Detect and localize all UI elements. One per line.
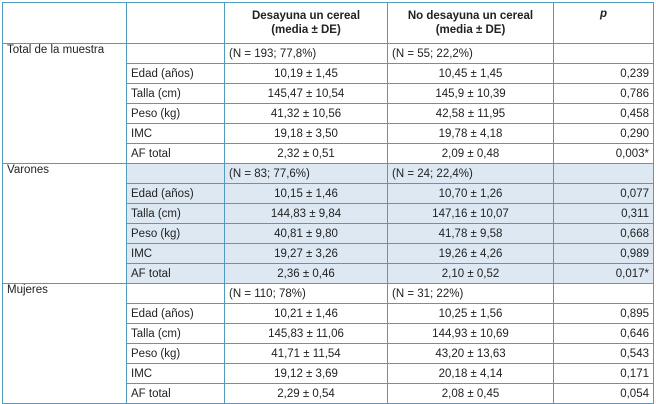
group-n-row: Total de la muestra (N = 193; 77,8%) (N … (2, 43, 654, 164)
header-row: Desayuna un cereal (media ± DE) No desay… (2, 2, 654, 44)
variable-name: AF total (126, 143, 225, 164)
blank-cell (553, 163, 654, 184)
value-eats-cereal: 10,21 ± 1,46 (224, 303, 388, 324)
value-eats-cereal: 19,27 ± 3,26 (224, 243, 388, 264)
n-eats-cereal: (N = 110; 78%) (224, 283, 388, 304)
value-eats-cereal: 41,32 ± 10,56 (224, 103, 388, 124)
p-value: 0,543 (553, 343, 654, 364)
group-label: Mujeres (2, 283, 127, 404)
value-no-cereal: 42,58 ± 11,95 (387, 103, 554, 124)
variable-name: Peso (kg) (126, 223, 225, 244)
value-no-cereal: 10,45 ± 1,45 (387, 63, 554, 84)
p-value: 0,077 (553, 183, 654, 204)
group-n-row: Mujeres (N = 110; 78%) (N = 31; 22%) (2, 283, 654, 404)
value-eats-cereal: 145,83 ± 11,06 (224, 323, 388, 344)
value-no-cereal: 19,78 ± 4,18 (387, 123, 554, 144)
group-label: Total de la muestra (2, 43, 127, 164)
value-eats-cereal: 41,71 ± 11,54 (224, 343, 388, 364)
value-eats-cereal: 19,12 ± 3,69 (224, 363, 388, 384)
value-eats-cereal: 10,15 ± 1,46 (224, 183, 388, 204)
variable-name: IMC (126, 363, 225, 384)
table-row: AF total 2,32 ± 0,51 2,09 ± 0,48 0,003* (3, 143, 654, 164)
variable-name: AF total (126, 263, 225, 284)
blank-cell (126, 283, 225, 304)
n-eats-cereal: (N = 83; 77,6%) (224, 163, 388, 184)
table-row: IMC 19,12 ± 3,69 20,18 ± 4,14 0,171 (3, 363, 654, 384)
p-value: 0,311 (553, 203, 654, 224)
value-no-cereal: 147,16 ± 10,07 (387, 203, 554, 224)
table-row: AF total 2,36 ± 0,46 2,10 ± 0,52 0,017* (3, 263, 654, 284)
value-no-cereal: 145,9 ± 10,39 (387, 83, 554, 104)
value-eats-cereal: 19,18 ± 3,50 (224, 123, 388, 144)
value-eats-cereal: 2,32 ± 0,51 (224, 143, 388, 164)
value-no-cereal: 2,09 ± 0,48 (387, 143, 554, 164)
table-row: Talla (cm) 144,83 ± 9,84 147,16 ± 10,07 … (3, 203, 654, 224)
variable-name: Peso (kg) (126, 103, 225, 124)
table-row: IMC 19,18 ± 3,50 19,78 ± 4,18 0,290 (3, 123, 654, 144)
header-no-cereal-line1: No desayuna un cereal (407, 10, 534, 22)
variable-name: Talla (cm) (126, 83, 225, 104)
variable-name: Peso (kg) (126, 343, 225, 364)
variable-name: IMC (126, 123, 225, 144)
variable-name: Edad (años) (126, 63, 225, 84)
p-value: 0,171 (553, 363, 654, 384)
p-value: 0,239 (553, 63, 654, 84)
header-blank-variable (126, 2, 225, 44)
blank-cell (553, 283, 654, 304)
blank-cell (126, 43, 225, 64)
header-blank-group (2, 2, 127, 44)
blank-cell (553, 43, 654, 64)
value-no-cereal: 41,78 ± 9,58 (387, 223, 554, 244)
p-value: 0,786 (553, 83, 654, 104)
n-no-cereal: (N = 31; 22%) (387, 283, 554, 304)
value-no-cereal: 2,10 ± 0,52 (387, 263, 554, 284)
p-value: 0,668 (553, 223, 654, 244)
variable-name: Talla (cm) (126, 203, 225, 224)
header-p-value: p (553, 2, 654, 44)
header-eats-cereal-line1: Desayuna un cereal (251, 10, 361, 22)
variable-name: IMC (126, 243, 225, 264)
value-eats-cereal: 145,47 ± 10,54 (224, 83, 388, 104)
p-value: 0,003* (553, 143, 654, 164)
p-value: 0,290 (553, 123, 654, 144)
value-eats-cereal: 144,83 ± 9,84 (224, 203, 388, 224)
group-n-row: Varones (N = 83; 77,6%) (N = 24; 22,4%) (2, 163, 654, 284)
variable-name: Edad (años) (126, 183, 225, 204)
table-row: Peso (kg) 40,81 ± 9,80 41,78 ± 9,58 0,66… (3, 223, 654, 244)
value-no-cereal: 19,26 ± 4,26 (387, 243, 554, 264)
n-eats-cereal: (N = 193; 77,8%) (224, 43, 388, 64)
table-row: Edad (años) 10,15 ± 1,46 10,70 ± 1,26 0,… (3, 183, 654, 204)
value-no-cereal: 43,20 ± 13,63 (387, 343, 554, 364)
value-no-cereal: 20,18 ± 4,14 (387, 363, 554, 384)
value-eats-cereal: 2,36 ± 0,46 (224, 263, 388, 284)
blank-cell (126, 163, 225, 184)
p-value: 0,989 (553, 243, 654, 264)
group-label: Varones (2, 163, 127, 284)
p-value: 0,646 (553, 323, 654, 344)
header-no-cereal-line2: (media ± DE) (435, 24, 506, 36)
table-row: Peso (kg) 41,32 ± 10,56 42,58 ± 11,95 0,… (3, 103, 654, 124)
table-row: Edad (años) 10,21 ± 1,46 10,25 ± 1,56 0,… (3, 303, 654, 324)
value-no-cereal: 10,70 ± 1,26 (387, 183, 554, 204)
variable-name: Talla (cm) (126, 323, 225, 344)
value-no-cereal: 144,93 ± 10,69 (387, 323, 554, 344)
header-eats-cereal: Desayuna un cereal (media ± DE) (224, 2, 388, 44)
header-no-cereal: No desayuna un cereal (media ± DE) (387, 2, 554, 44)
value-eats-cereal: 10,19 ± 1,45 (224, 63, 388, 84)
n-no-cereal: (N = 55; 22,2%) (387, 43, 554, 64)
p-value: 0,458 (553, 103, 654, 124)
value-eats-cereal: 40,81 ± 9,80 (224, 223, 388, 244)
table-row: IMC 19,27 ± 3,26 19,26 ± 4,26 0,989 (3, 243, 654, 264)
table-row: Talla (cm) 145,83 ± 11,06 144,93 ± 10,69… (3, 323, 654, 344)
header-eats-cereal-line2: (media ± DE) (271, 24, 341, 36)
p-value: 0,895 (553, 303, 654, 324)
value-no-cereal: 10,25 ± 1,56 (387, 303, 554, 324)
variable-name: Edad (años) (126, 303, 225, 324)
p-value: 0,017* (553, 263, 654, 284)
table-row: Peso (kg) 41,71 ± 11,54 43,20 ± 13,63 0,… (3, 343, 654, 364)
n-no-cereal: (N = 24; 22,4%) (387, 163, 554, 184)
value-eats-cereal: 2,29 ± 0,54 (224, 383, 388, 404)
